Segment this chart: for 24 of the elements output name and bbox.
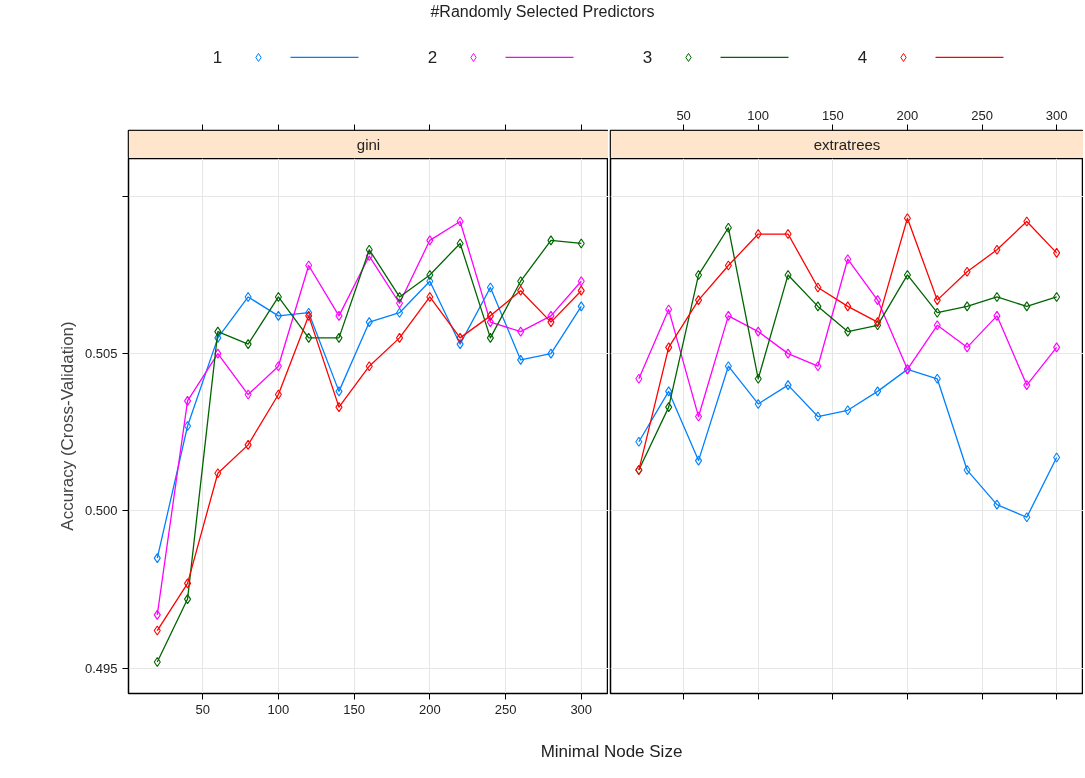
legend-label: 3 [642, 48, 653, 68]
x-tick-label: 200 [418, 701, 441, 717]
x2-tick-label: 150 [821, 107, 844, 123]
x-axis-title: Minimal Node Size [540, 741, 683, 763]
y-tick-label: 0.505 [84, 346, 118, 362]
x2-tick-label: 200 [896, 107, 919, 123]
legend-label: 4 [857, 48, 868, 68]
x-tick-label: 50 [195, 701, 210, 717]
y-axis-title: Accuracy (Cross-Validation) [57, 321, 77, 531]
x-tick-label: 250 [494, 701, 517, 717]
x-tick-label: 150 [343, 701, 365, 717]
x2-tick-label: 250 [971, 107, 993, 123]
chart-title: extratrees [813, 136, 881, 153]
legend-label: 1 [212, 48, 223, 68]
x2-tick-label: 50 [676, 107, 691, 123]
legend-label: 2 [427, 48, 438, 68]
x2-tick-label: 300 [1045, 107, 1068, 123]
y-tick-label: 0.500 [84, 503, 118, 519]
x-tick-label: 100 [267, 701, 290, 717]
y-tick-label: 0.495 [84, 660, 118, 676]
x2-tick-label: 100 [747, 107, 770, 123]
x-tick-label: 300 [570, 701, 593, 717]
chart-title: gini [356, 136, 381, 153]
legend-title: #Randomly Selected Predictors [430, 3, 655, 21]
